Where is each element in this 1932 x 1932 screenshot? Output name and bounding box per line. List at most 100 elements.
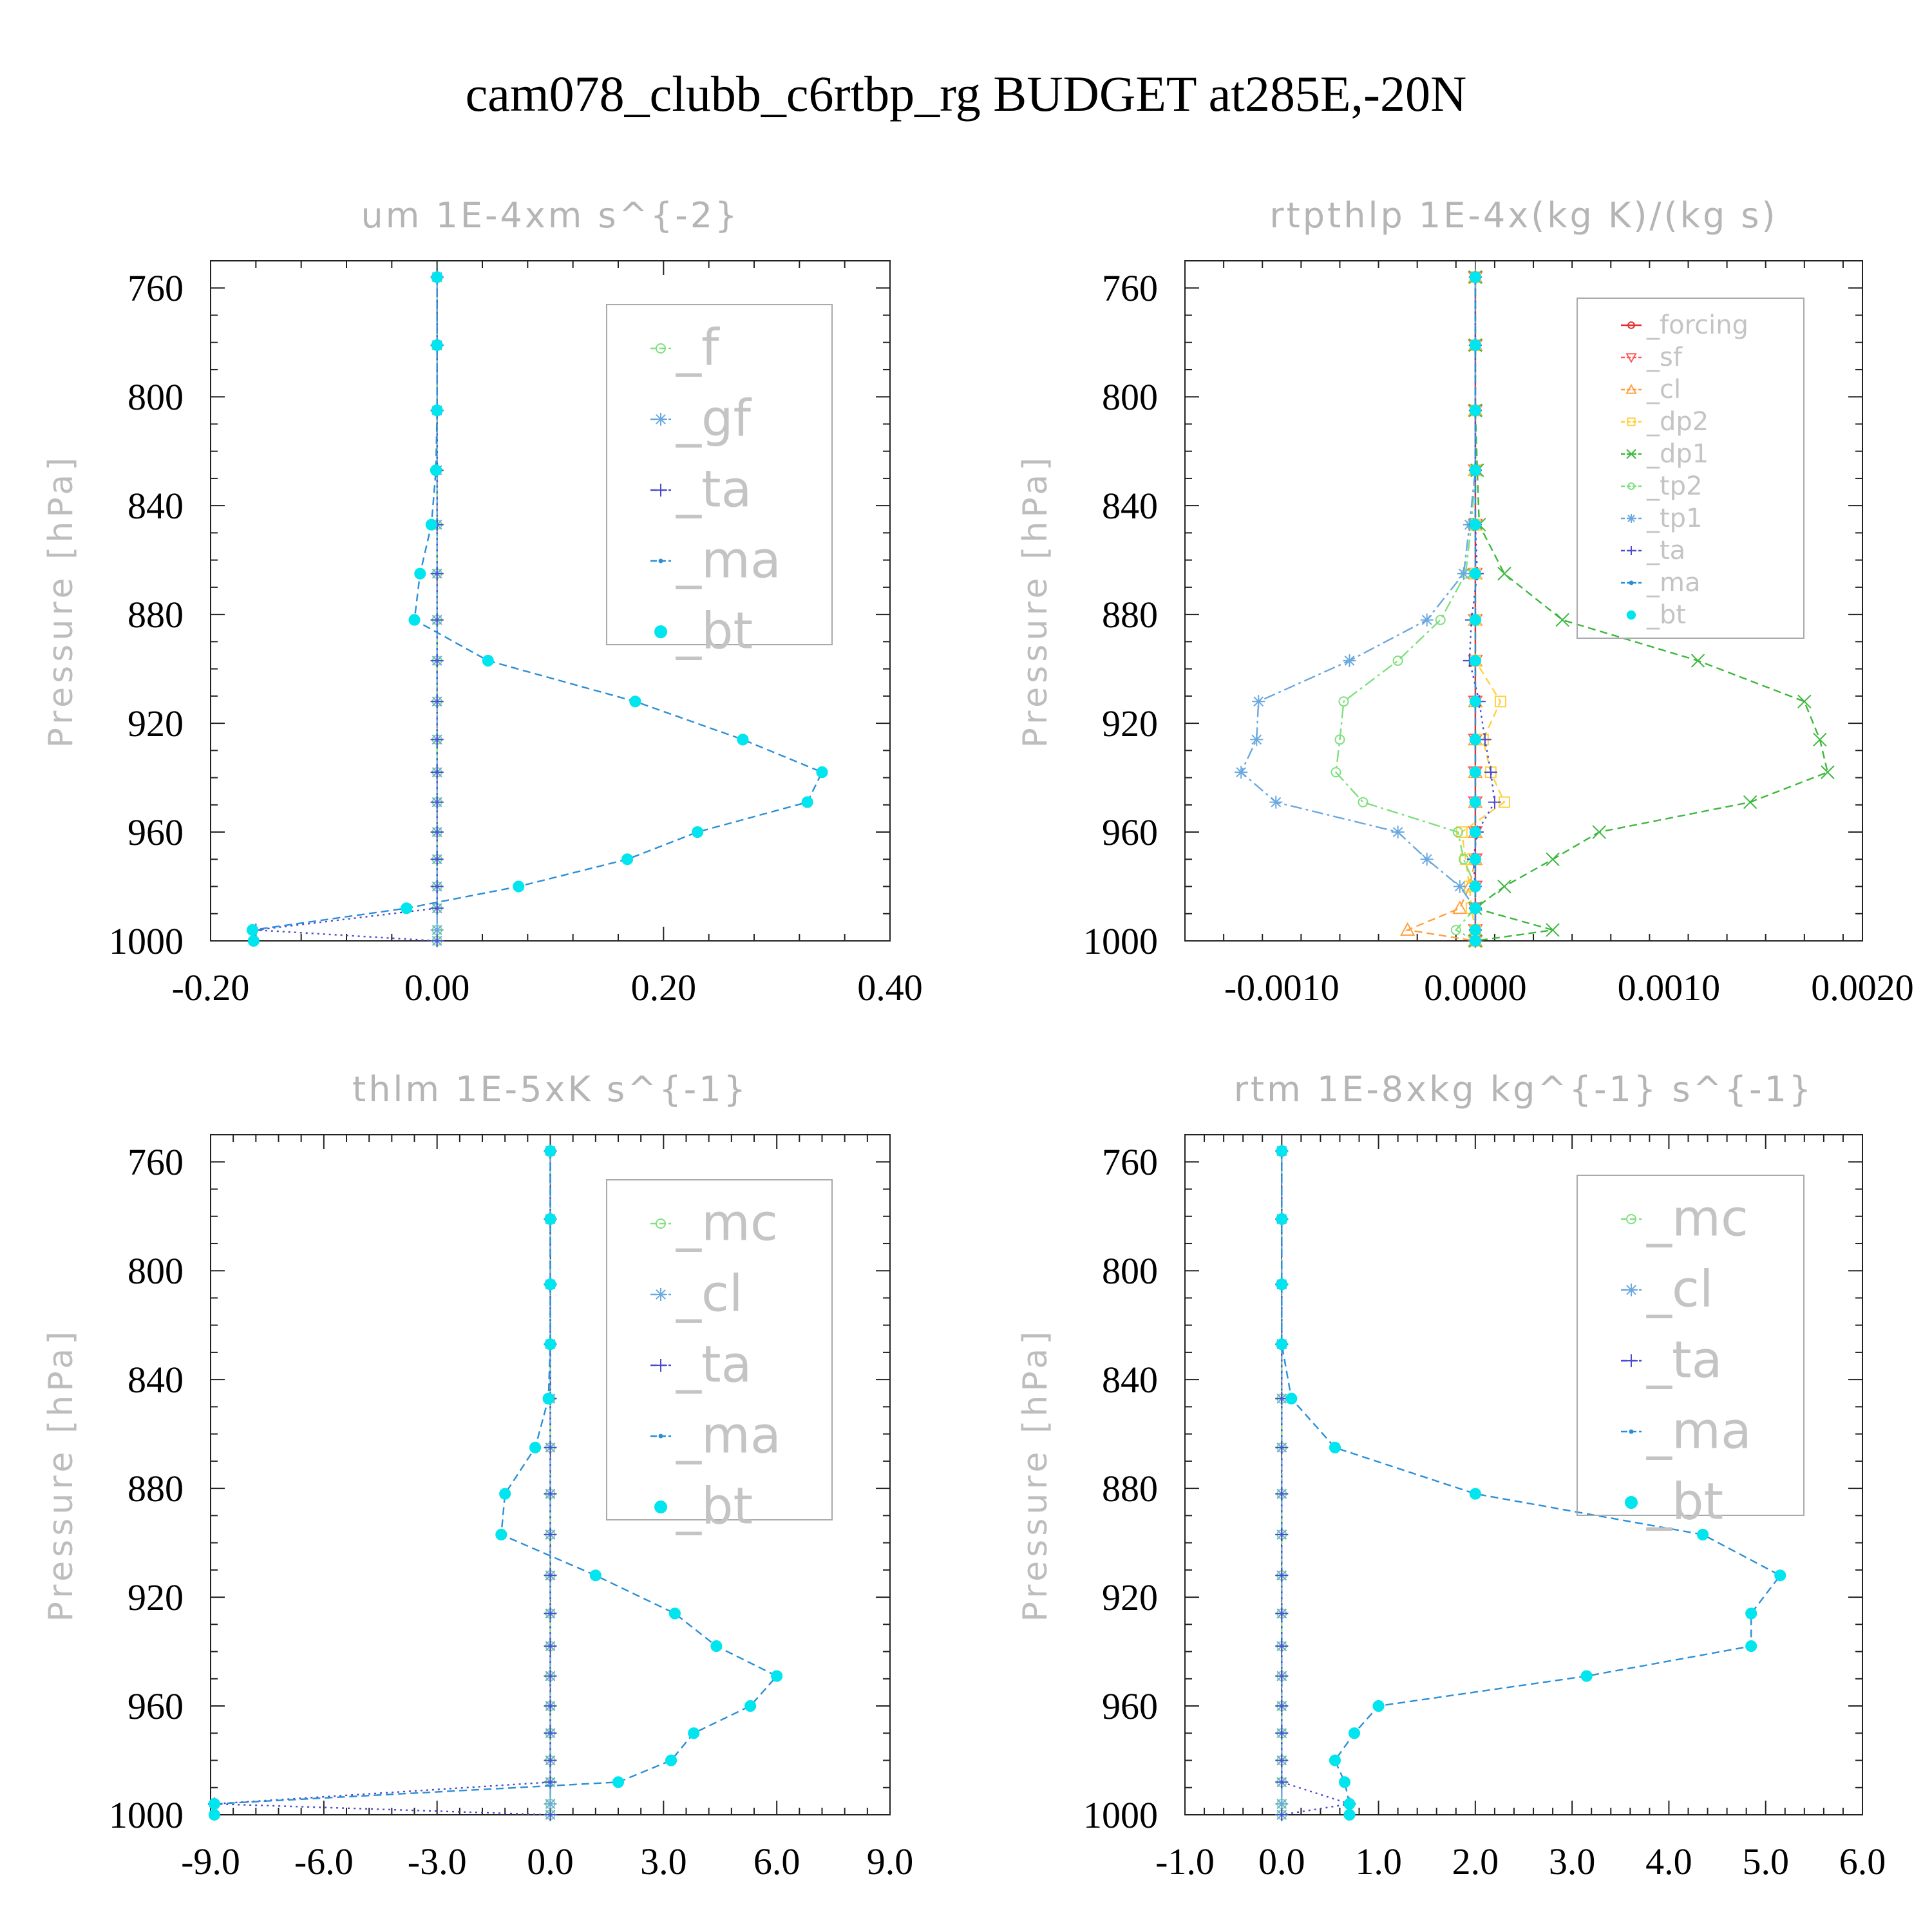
series_bt bbox=[247, 271, 828, 947]
data-point bbox=[544, 1278, 556, 1291]
series-line_tp1 bbox=[1240, 277, 1477, 941]
data-point bbox=[1276, 1213, 1288, 1225]
data-point bbox=[771, 1670, 783, 1682]
data-point bbox=[544, 1441, 557, 1454]
legend-item_ma: _ma bbox=[650, 532, 781, 590]
data-point bbox=[1469, 734, 1481, 746]
data-point bbox=[544, 1669, 557, 1683]
y-ticks bbox=[211, 287, 890, 942]
data-point bbox=[1469, 902, 1481, 914]
data-point bbox=[544, 1607, 557, 1620]
data-point bbox=[589, 1569, 601, 1582]
legend-swatch-marker bbox=[1627, 482, 1635, 490]
y-tick-label: 800 bbox=[128, 376, 184, 418]
legend-item_ta: _ta bbox=[650, 461, 752, 519]
data-point bbox=[544, 1808, 557, 1821]
series_bt bbox=[208, 1145, 783, 1821]
y-axis-label: Pressure [hPa] bbox=[42, 1328, 80, 1622]
series-line_ma bbox=[213, 1151, 779, 1815]
legend-swatch-marker bbox=[1626, 449, 1636, 459]
legend-label: _tp1 bbox=[1646, 504, 1703, 533]
y-tick-label: 1000 bbox=[1083, 920, 1158, 962]
data-point bbox=[1372, 1700, 1385, 1712]
data-point bbox=[1276, 1338, 1288, 1350]
data-point bbox=[430, 654, 444, 667]
legend-swatch-marker bbox=[654, 413, 667, 426]
legend: _f _gf _ta _ma _bt bbox=[606, 304, 833, 661]
data-point bbox=[1469, 1488, 1481, 1500]
data-point bbox=[1276, 1278, 1288, 1291]
legend-label: _ta bbox=[1646, 1332, 1722, 1390]
data-point bbox=[247, 934, 260, 947]
data-point bbox=[1453, 880, 1466, 893]
data-point bbox=[1469, 766, 1481, 779]
plot-frame bbox=[1184, 260, 1863, 942]
y-tick-label: 760 bbox=[1102, 1141, 1158, 1183]
data-point bbox=[544, 1640, 557, 1653]
y-tick-label: 880 bbox=[128, 1468, 184, 1510]
legend-item_mc: _mc bbox=[1621, 1190, 1748, 1248]
data-point bbox=[430, 795, 444, 809]
x-tick-label: 0.0010 bbox=[1618, 967, 1721, 1009]
data-point bbox=[431, 404, 443, 417]
data-point bbox=[1484, 766, 1497, 779]
legend-item_ta: _ta bbox=[1621, 1332, 1722, 1390]
data-point bbox=[1235, 766, 1248, 779]
legend-box bbox=[1577, 1175, 1804, 1516]
data-point bbox=[1546, 852, 1560, 866]
data-point bbox=[1275, 1441, 1289, 1454]
data-point bbox=[1250, 733, 1264, 746]
plot-frame bbox=[210, 260, 891, 942]
data-point bbox=[529, 1441, 542, 1454]
y-ticks bbox=[1185, 287, 1862, 942]
y-axis-label: Pressure [hPa] bbox=[1016, 1328, 1055, 1622]
data-point bbox=[621, 853, 634, 866]
data-point bbox=[1275, 1669, 1289, 1683]
x-tick-label: 4.0 bbox=[1645, 1841, 1692, 1882]
data-point bbox=[1275, 1640, 1289, 1653]
data-point bbox=[1275, 1797, 1289, 1811]
data-point bbox=[430, 766, 444, 779]
data-point bbox=[1275, 1607, 1289, 1620]
legend-item_ma: _ma bbox=[1621, 568, 1700, 598]
data-point bbox=[1469, 567, 1481, 580]
legend-item_sf: _sf bbox=[1621, 343, 1683, 372]
data-point bbox=[544, 1145, 556, 1157]
data-point bbox=[1343, 654, 1356, 667]
data-point bbox=[1555, 612, 1569, 627]
data-point bbox=[544, 1797, 557, 1811]
y-tick-label: 1000 bbox=[1083, 1794, 1158, 1836]
data-point bbox=[1334, 734, 1345, 745]
legend-label: _f bbox=[676, 319, 720, 377]
data-point bbox=[544, 1727, 557, 1740]
x-tick-label: -0.20 bbox=[172, 967, 250, 1009]
legend-item_ta: _ta bbox=[1621, 536, 1685, 565]
legend-item_ta: _ta bbox=[650, 1336, 752, 1394]
data-point bbox=[1497, 567, 1511, 581]
data-point bbox=[1275, 1487, 1289, 1501]
panel-1: um 1E-4xm s^{-2} Pressure [hPa] 760 800 840 8… bbox=[42, 195, 923, 1009]
data-point bbox=[1420, 613, 1434, 627]
data-point bbox=[1797, 694, 1812, 708]
data-point bbox=[1329, 1441, 1341, 1454]
data-point bbox=[482, 654, 494, 667]
data-point bbox=[1275, 1569, 1289, 1582]
legend-swatch-marker bbox=[654, 1288, 667, 1301]
data-point bbox=[1343, 1808, 1356, 1821]
x-tick-label: 9.0 bbox=[867, 1841, 914, 1882]
legend-swatch-marker bbox=[1629, 580, 1634, 585]
x-tick-label: 3.0 bbox=[640, 1841, 687, 1882]
data-point bbox=[1358, 797, 1368, 808]
legend-label: _bt bbox=[676, 603, 753, 661]
data-point bbox=[1285, 1392, 1298, 1405]
data-point bbox=[612, 1776, 625, 1788]
data-point bbox=[1275, 1754, 1289, 1767]
data-point bbox=[1399, 922, 1416, 936]
series_bt bbox=[1469, 271, 1481, 947]
y-tick-label: 960 bbox=[1102, 811, 1158, 853]
y-axis-label: Pressure [hPa] bbox=[1016, 454, 1055, 748]
data-point bbox=[414, 567, 426, 580]
figure-title: cam078_clubb_c6rtbp_rg BUDGET at285E,-20… bbox=[466, 66, 1467, 122]
data-point bbox=[430, 934, 444, 947]
